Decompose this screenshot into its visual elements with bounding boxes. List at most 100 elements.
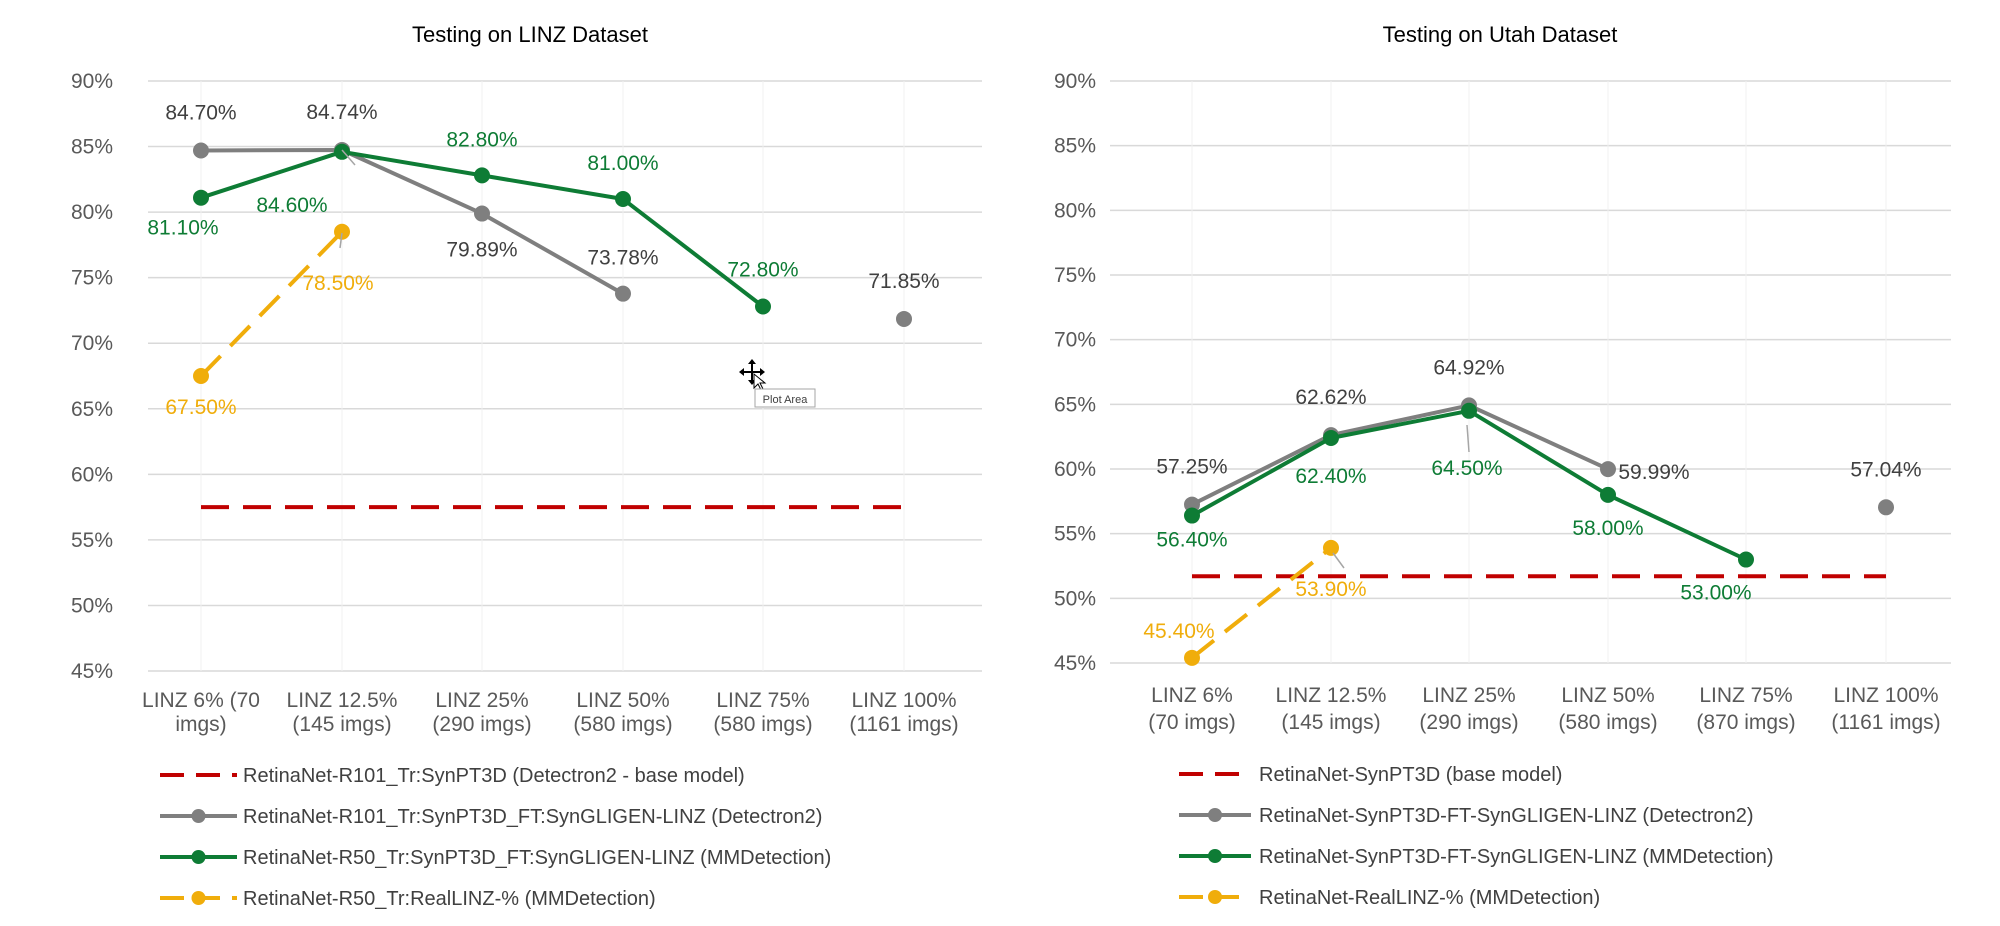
y-tick-label: 50% [71, 594, 113, 617]
legend-item: RetinaNet-R101_Tr:SynPT3D_FT:SynGLIGEN-L… [160, 806, 822, 828]
data-label: 72.80% [727, 259, 798, 282]
label-leader-line [341, 149, 356, 166]
legend: RetinaNet-SynPT3D (base model) RetinaNet-… [1179, 764, 1774, 909]
y-tick-label: 65% [71, 398, 113, 421]
series-line [1191, 403, 1609, 507]
data-point [1878, 499, 1894, 516]
data-point [1323, 429, 1339, 446]
legend-label: RetinaNet-R50_Tr:RealLINZ-% (MMDetection… [243, 888, 656, 910]
data-label: 81.10% [147, 217, 218, 240]
data-point [474, 205, 490, 222]
legend-marker [1208, 849, 1222, 863]
legend-item: RetinaNet-R101_Tr:SynPT3D (Detectron2 - … [160, 765, 745, 787]
data-label: 59.99% [1618, 461, 1689, 484]
x-tick-label: (145 imgs) [1281, 711, 1380, 734]
legend-marker [191, 809, 206, 823]
x-tick-label: (70 imgs) [1148, 711, 1236, 734]
label-leader-line [1466, 424, 1470, 453]
data-label: 45.40% [1143, 620, 1214, 643]
y-tick-label: 70% [71, 332, 113, 355]
x-tick-label: LINZ 75% [1699, 684, 1792, 707]
x-tick-label: LINZ 50% [576, 689, 669, 712]
data-label: 56.40% [1156, 529, 1227, 552]
y-tick-label: 70% [1054, 329, 1096, 352]
x-tick-label: LINZ 50% [1561, 684, 1654, 707]
x-tick-label: LINZ 12.5% [287, 689, 398, 712]
tooltip-text: Plot Area [763, 394, 809, 406]
y-tick-label: 55% [1054, 523, 1096, 546]
data-point [755, 298, 771, 315]
plot-area-tooltip: Plot Area [739, 359, 816, 408]
tooltip-box [754, 388, 816, 408]
legend-label: RetinaNet-SynPT3D-FT-SynGLIGEN-LINZ (Det… [1259, 805, 1754, 827]
x-tick-label: (1161 imgs) [1831, 711, 1940, 734]
legend-marker [1208, 808, 1222, 822]
data-point [615, 285, 631, 302]
data-point [1461, 402, 1477, 419]
data-label: 64.50% [1431, 457, 1502, 480]
data-label: 67.50% [165, 396, 236, 419]
data-point [334, 143, 350, 160]
data-point [1184, 649, 1200, 666]
y-tick-label: 75% [1054, 264, 1096, 287]
legend-label: RetinaNet-R50_Tr:SynPT3D_FT:SynGLIGEN-LI… [243, 847, 831, 869]
y-tick-label: 85% [71, 136, 113, 159]
data-point [474, 167, 490, 184]
y-tick-label: 80% [71, 201, 113, 224]
x-tick-label: LINZ 6% [1151, 684, 1233, 707]
data-point [193, 142, 209, 159]
data-point [1184, 507, 1200, 524]
chart-title: Testing on Utah Dataset [1383, 22, 1618, 47]
data-point [1600, 461, 1616, 478]
series-3 [1184, 402, 1754, 568]
x-tick-label: LINZ 25% [1422, 684, 1515, 707]
data-label: 62.62% [1295, 386, 1366, 409]
x-tick-label: (290 imgs) [432, 713, 531, 736]
y-tick-label: 90% [71, 70, 113, 93]
y-tick-label: 50% [1054, 587, 1096, 610]
series-line [200, 148, 624, 296]
series-2 [193, 141, 912, 327]
data-label: 84.70% [165, 101, 236, 124]
x-tick-label: (290 imgs) [1419, 711, 1518, 734]
data-point [1323, 539, 1339, 556]
legend-item: RetinaNet-R50_Tr:SynPT3D_FT:SynGLIGEN-LI… [160, 847, 831, 869]
x-tick-label: LINZ 75% [716, 689, 809, 712]
x-tick-label: (580 imgs) [573, 713, 672, 736]
y-tick-label: 75% [71, 267, 113, 290]
y-gridlines [148, 80, 982, 672]
data-point [1600, 486, 1616, 503]
data-point [193, 368, 209, 384]
data-label: 81.00% [587, 152, 658, 175]
move-cursor-icon [739, 359, 767, 391]
data-label: 78.50% [302, 272, 373, 295]
data-label: 82.80% [446, 128, 517, 151]
data-point [193, 189, 209, 206]
y-gridlines [1110, 80, 1951, 664]
y-tick-label: 80% [1054, 199, 1096, 222]
series-line [199, 230, 344, 378]
x-tick-label: LINZ 25% [435, 689, 528, 712]
data-point [1738, 551, 1754, 568]
y-tick-label: 60% [71, 463, 113, 486]
legend-item: RetinaNet-R50_Tr:RealLINZ-% (MMDetection… [160, 888, 656, 910]
series-2 [1184, 397, 1894, 516]
data-point [896, 310, 912, 327]
series-4 [193, 223, 350, 384]
y-tick-label: 65% [1054, 393, 1096, 416]
y-tick-label: 45% [1054, 652, 1096, 675]
chart-2: Testing on Utah Dataset 45% 50% 55% 60% 65% 70… [1054, 22, 1951, 909]
label-leader-line [1332, 552, 1345, 569]
data-label: 64.92% [1433, 356, 1504, 379]
legend-label: RetinaNet-RealLINZ-% (MMDetection) [1259, 887, 1600, 909]
x-tick-label: LINZ 12.5% [1276, 684, 1387, 707]
legend-marker [191, 891, 206, 905]
y-tick-label: 60% [1054, 458, 1096, 481]
data-point [615, 191, 631, 207]
x-tick-label: (145 imgs) [292, 713, 391, 736]
chart-title: Testing on LINZ Dataset [412, 22, 648, 47]
legend-item: RetinaNet-SynPT3D-FT-SynGLIGEN-LINZ (Det… [1179, 805, 1754, 827]
x-tick-label: imgs) [175, 713, 226, 736]
data-label: 57.04% [1850, 458, 1921, 481]
legend-marker [191, 850, 206, 864]
